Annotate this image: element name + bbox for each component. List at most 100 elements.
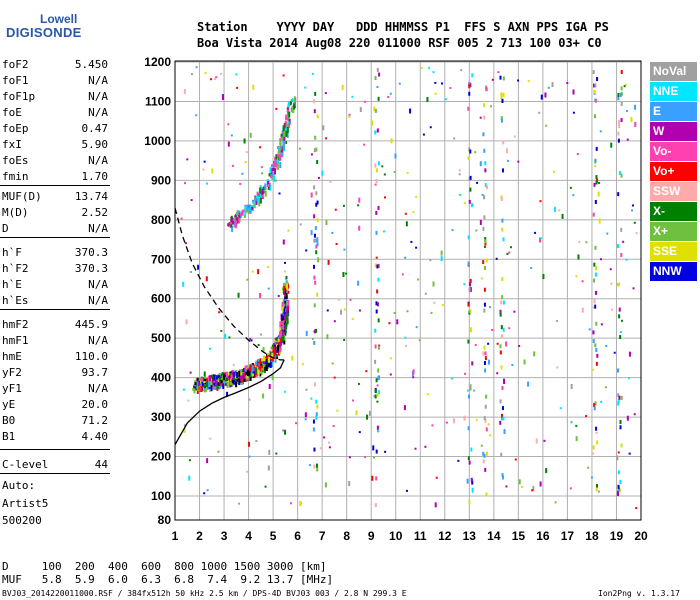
trace-point — [210, 385, 213, 392]
trace-point — [261, 188, 264, 195]
trace-point — [259, 197, 262, 204]
streak-point — [618, 307, 621, 312]
noise-point — [508, 327, 511, 330]
streak-point — [617, 192, 620, 197]
trace-point — [273, 161, 276, 168]
noise-point — [388, 322, 391, 325]
noise-point — [359, 107, 362, 113]
separator — [0, 473, 110, 474]
noise-point — [594, 165, 597, 168]
noise-point — [518, 344, 521, 347]
streak-point — [484, 168, 487, 173]
noise-point — [444, 98, 447, 101]
streak-point — [468, 500, 471, 505]
streak-point — [617, 131, 620, 136]
noise-point — [483, 245, 486, 248]
streak-point — [595, 175, 598, 180]
noise-point — [490, 105, 493, 108]
noise-point — [531, 489, 534, 492]
noise-point — [476, 181, 479, 184]
streak-point — [500, 116, 503, 121]
trace-point — [246, 370, 249, 377]
noise-point — [513, 310, 516, 313]
noise-point — [475, 229, 478, 232]
trace-point — [233, 376, 236, 380]
trace-point — [277, 152, 280, 159]
y-tick-label: 1000 — [144, 134, 171, 148]
noise-point — [390, 138, 393, 144]
noise-point — [373, 106, 376, 112]
streak-point — [469, 384, 472, 389]
noise-point — [458, 169, 461, 172]
trace-point — [252, 201, 255, 205]
trace-point — [283, 134, 286, 141]
noise-point — [389, 357, 392, 360]
noise-point — [609, 268, 612, 271]
trace-point — [238, 379, 241, 386]
noise-point — [404, 345, 407, 348]
noise-point — [241, 172, 244, 175]
trace-point — [277, 151, 280, 155]
trace-point — [214, 380, 217, 387]
trace-point — [230, 374, 233, 378]
noise-point — [260, 166, 263, 169]
param-fof2: foF2 5.450 — [2, 57, 108, 73]
noise-point — [592, 452, 595, 455]
noise-point — [605, 344, 608, 347]
trace-point — [272, 162, 275, 166]
streak-point — [312, 419, 315, 424]
trace-point — [262, 355, 265, 362]
noise-point — [259, 333, 262, 336]
noise-point — [597, 490, 600, 493]
noise-point — [410, 240, 413, 243]
noise-point — [232, 364, 235, 367]
noise-point — [581, 307, 584, 313]
trace-point — [270, 164, 273, 168]
trace-point — [209, 380, 212, 387]
trace-point — [283, 303, 286, 307]
trace-point — [231, 225, 234, 232]
streak-point — [595, 347, 598, 352]
trace-point — [255, 195, 258, 199]
trace-point — [241, 209, 244, 216]
trace-point — [263, 361, 266, 365]
noise-point — [473, 389, 476, 392]
trace-point — [285, 130, 288, 137]
trace-point — [214, 376, 217, 383]
noise-point — [332, 425, 335, 428]
trace-point — [275, 337, 278, 341]
legend-item-e: E — [650, 102, 697, 121]
trace-point — [271, 358, 274, 362]
streak-point — [315, 399, 318, 404]
trace-point — [287, 290, 290, 294]
streak-point — [485, 427, 488, 432]
noise-point — [435, 476, 438, 479]
param-b1: B1 4.40 — [2, 429, 108, 445]
streak-point — [483, 115, 486, 120]
noise-point — [384, 450, 387, 453]
noise-point — [426, 97, 429, 103]
streak-point — [315, 328, 318, 333]
streak-point — [501, 227, 504, 232]
noise-point — [575, 424, 578, 427]
x-tick-label: 13 — [463, 529, 477, 543]
streak-point — [620, 86, 623, 91]
trace-point — [281, 314, 284, 321]
param-value: N/A — [88, 106, 108, 119]
noise-point — [394, 153, 397, 159]
trace-point — [263, 363, 266, 367]
y-tick-label: 1200 — [144, 55, 171, 69]
noise-point — [491, 78, 494, 81]
trace-point — [244, 375, 247, 379]
noise-point — [259, 146, 262, 149]
noise-point — [513, 135, 516, 138]
trace-point — [245, 375, 248, 379]
streak-point — [468, 282, 471, 287]
streak-point — [620, 227, 623, 232]
noise-point — [488, 306, 491, 309]
noise-point — [245, 151, 248, 154]
streak-point — [592, 445, 595, 450]
param-name: MUF(D) — [2, 190, 42, 203]
noise-point — [257, 269, 260, 275]
noise-point — [249, 132, 252, 138]
